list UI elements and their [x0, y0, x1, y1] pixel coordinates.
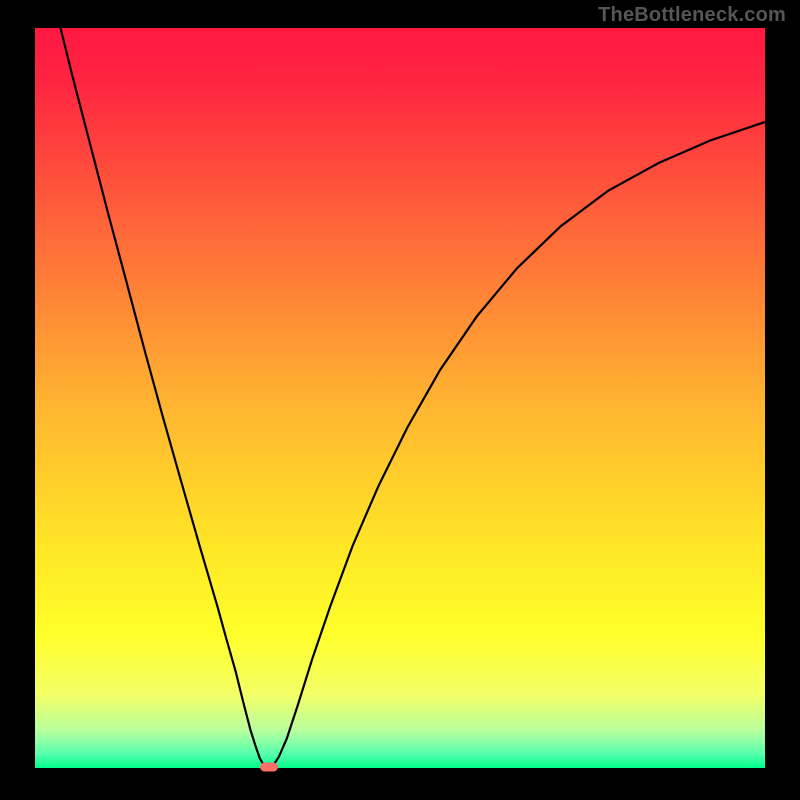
watermark-text: TheBottleneck.com [598, 4, 786, 27]
bottleneck-chart: TheBottleneck.com [0, 0, 800, 800]
bottleneck-curve [61, 28, 765, 768]
curve-layer [35, 28, 765, 768]
plot-area [35, 28, 765, 768]
minima-marker [260, 762, 278, 771]
